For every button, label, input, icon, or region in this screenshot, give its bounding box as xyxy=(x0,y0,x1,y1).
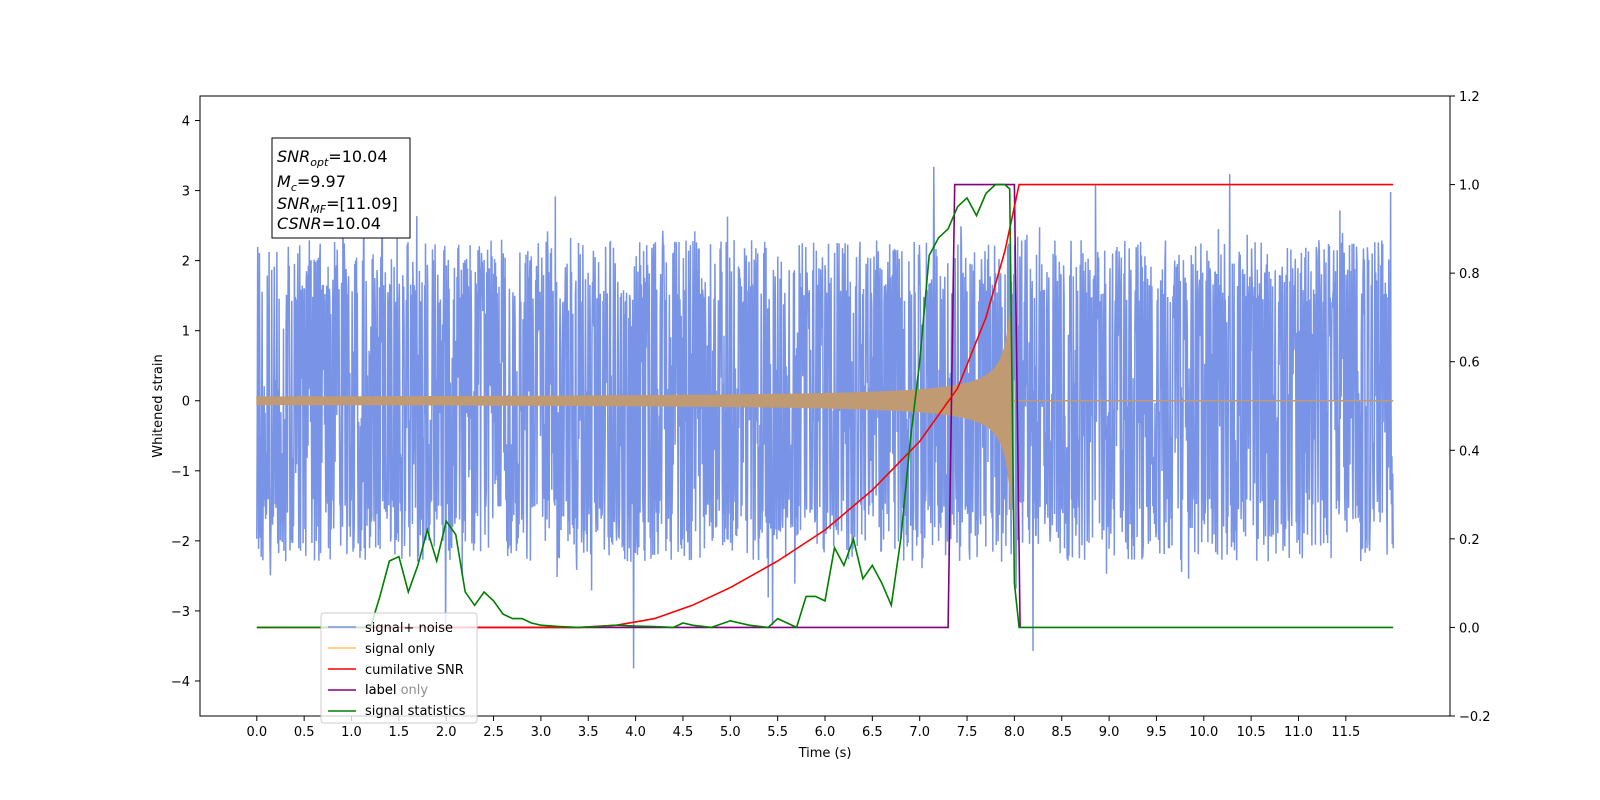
stats-line-snr-opt: SNRopt=10.04 xyxy=(277,147,388,169)
stats-line-mc: Mc=9.97 xyxy=(277,172,346,194)
y-right-tick-label: 0.8 xyxy=(1459,267,1480,282)
x-tick-label: 10.5 xyxy=(1237,725,1266,740)
y-left-tick-label: 1 xyxy=(182,325,190,340)
y-axis-right: −0.2 0.0 0.2 0.4 0.6 0.8 1.0 1.2 xyxy=(1450,90,1491,725)
x-tick-label: 11.5 xyxy=(1331,725,1360,740)
legend-frame xyxy=(320,612,478,724)
x-tick-label: 1.0 xyxy=(341,725,362,740)
x-tick-label: 9.5 xyxy=(1146,725,1167,740)
stats-line-snr-mf: SNRMF=[11.09] xyxy=(277,194,398,216)
x-tick-label: 3.5 xyxy=(578,725,599,740)
x-axis-label: Time (s) xyxy=(798,746,852,761)
x-tick-label: 8.5 xyxy=(1051,725,1072,740)
stats-box-frame xyxy=(271,137,411,239)
series-signal-statistics xyxy=(256,183,1394,629)
x-tick-label: 4.0 xyxy=(625,725,646,740)
y-left-tick-label: 2 xyxy=(182,255,190,270)
series-signal-noise xyxy=(256,166,1394,669)
x-tick-label: 9.0 xyxy=(1099,725,1120,740)
y-left-tick-label: −1 xyxy=(171,465,190,480)
y-right-tick-label: 1.2 xyxy=(1459,90,1480,105)
x-tick-label: 5.5 xyxy=(767,725,788,740)
x-tick-label: 2.5 xyxy=(483,725,504,740)
y-left-tick-label: 4 xyxy=(182,115,190,130)
legend-label-signal-only: signal only xyxy=(365,642,435,657)
x-tick-label: 11.0 xyxy=(1284,725,1313,740)
x-tick-label: 6.0 xyxy=(815,725,836,740)
x-tick-label: 4.5 xyxy=(673,725,694,740)
x-tick-label: 6.5 xyxy=(862,725,883,740)
x-tick-label: 0.5 xyxy=(294,725,315,740)
legend: signal+ noise signal only cumilative SNR… xyxy=(320,612,478,724)
y-right-tick-label: −0.2 xyxy=(1459,710,1491,725)
x-tick-label: 3.0 xyxy=(531,725,552,740)
y-right-tick-label: 0.2 xyxy=(1459,533,1480,548)
stats-line-csnr: CSNR=10.04 xyxy=(277,214,381,233)
plot-area xyxy=(256,166,1394,669)
series-label xyxy=(323,183,1021,629)
y-left-tick-label: 3 xyxy=(182,185,190,200)
y-right-tick-label: 1.0 xyxy=(1459,179,1480,194)
y-left-tick-label: −4 xyxy=(171,675,190,690)
y-axis-label: Whitened strain xyxy=(151,354,166,457)
y-right-tick-label: 0.4 xyxy=(1459,444,1480,459)
x-tick-label: 5.0 xyxy=(720,725,741,740)
x-tick-label: 8.0 xyxy=(1004,725,1025,740)
x-tick-label: 10.0 xyxy=(1189,725,1218,740)
x-tick-label: 7.0 xyxy=(909,725,930,740)
y-right-tick-label: 0.0 xyxy=(1459,621,1480,636)
legend-label-signal-statistics: signal statistics xyxy=(365,704,466,719)
legend-label-cumilative-snr: cumilative SNR xyxy=(365,663,464,678)
legend-label-signal-noise: signal+ noise xyxy=(365,621,453,636)
y-left-tick-label: −3 xyxy=(171,605,190,620)
x-tick-label: 1.5 xyxy=(389,725,410,740)
y-axis-left: −4 −3 −2 −1 0 1 2 3 4 xyxy=(171,115,200,690)
stats-box: SNRopt=10.04 Mc=9.97 SNRMF=[11.09] CSNR=… xyxy=(271,137,411,239)
x-axis: 0.0 0.5 1.0 1.5 2.0 2.5 3.0 3.5 4.0 4.5 5.0 5.5 6.0 6… xyxy=(246,716,1360,740)
x-tick-label: 2.0 xyxy=(436,725,457,740)
y-right-tick-label: 0.6 xyxy=(1459,356,1480,371)
x-tick-label: 7.5 xyxy=(957,725,978,740)
y-left-tick-label: 0 xyxy=(182,395,190,410)
legend-label-label: label xyxy=(365,683,396,698)
legend-label-occluded-label-only: label only xyxy=(365,683,428,698)
x-tick-label: 0.0 xyxy=(246,725,267,740)
y-left-tick-label: −2 xyxy=(171,535,190,550)
